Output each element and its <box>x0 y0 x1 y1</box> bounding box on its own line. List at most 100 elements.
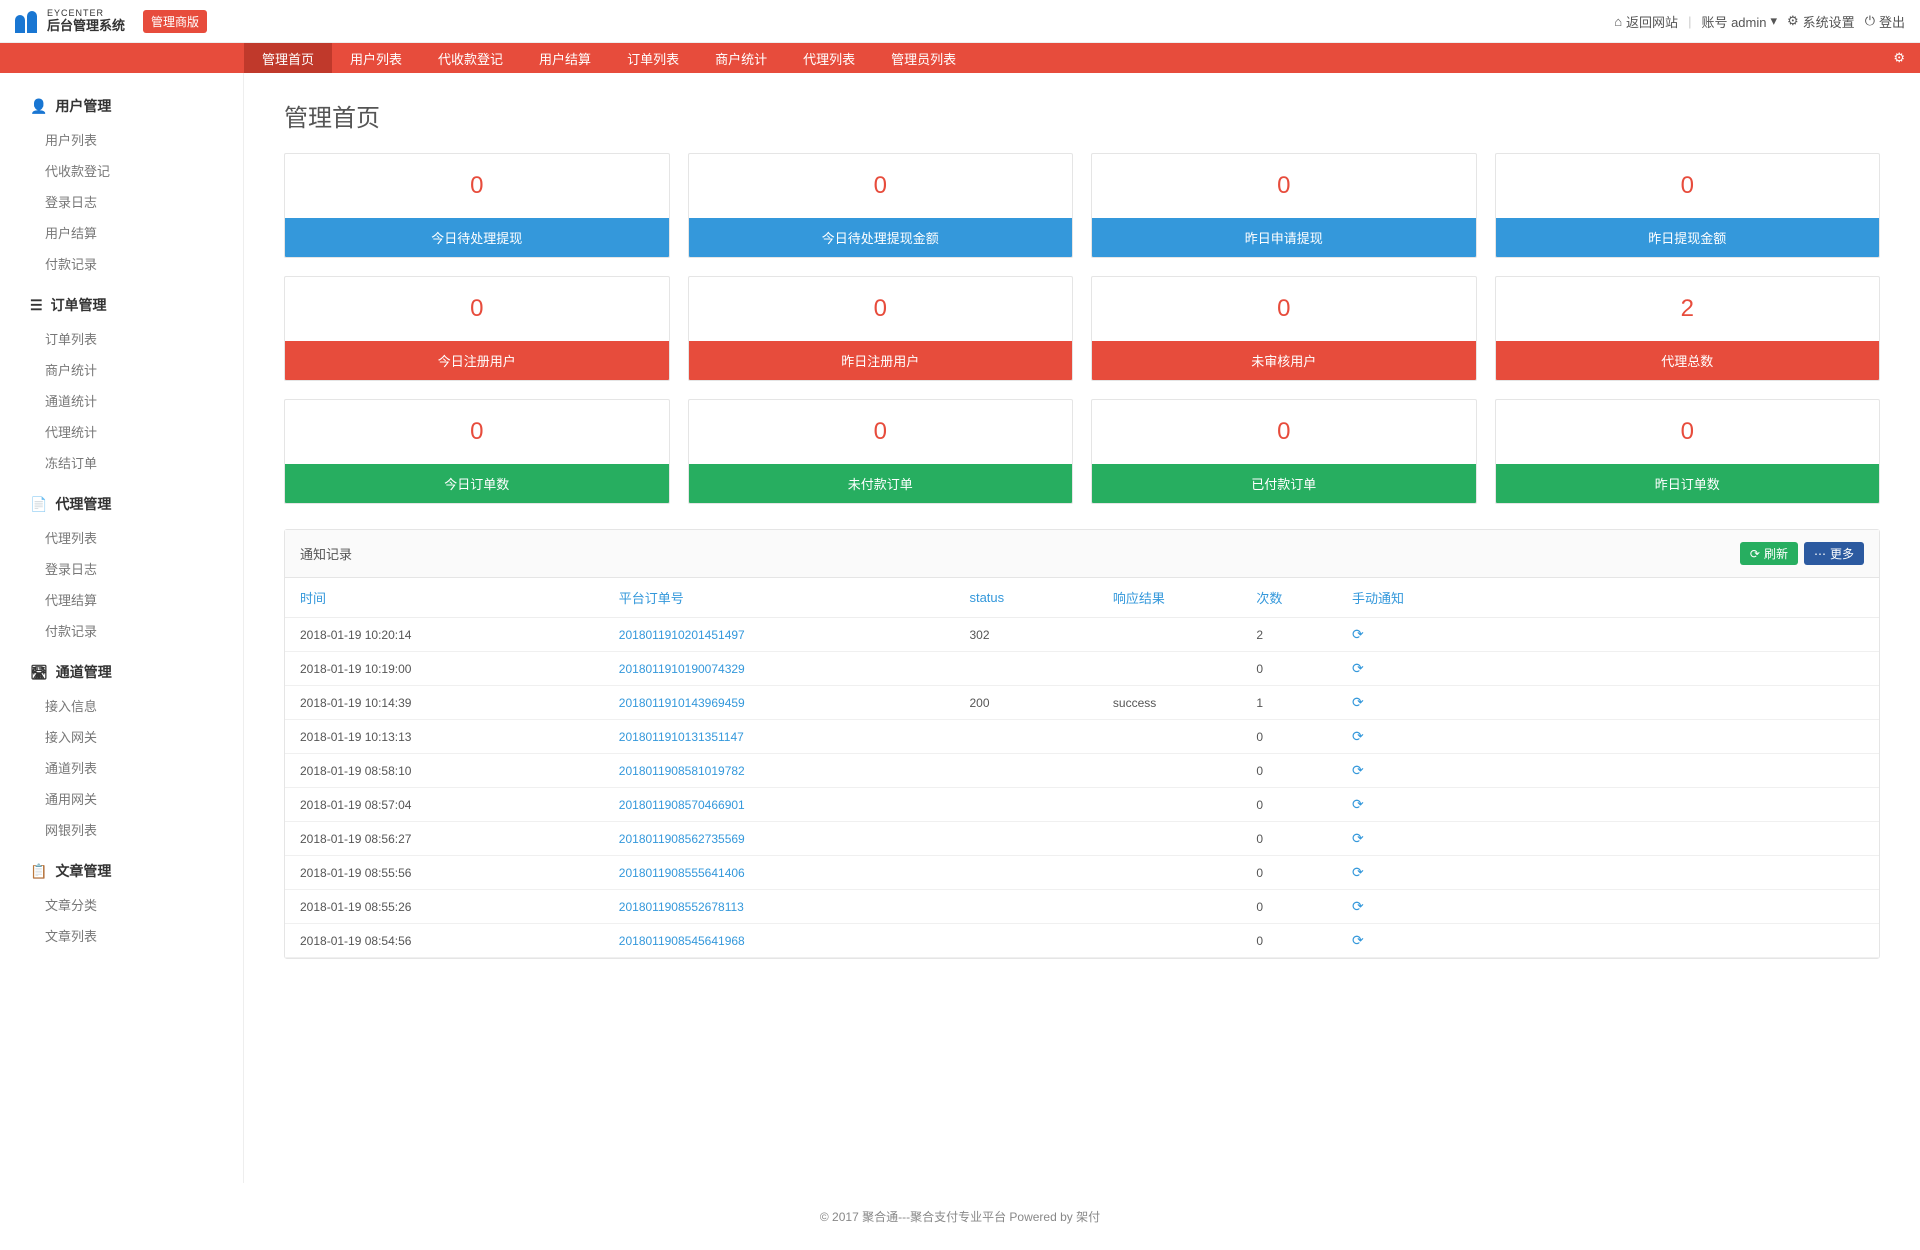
stat-label: 未审核用户 <box>1092 341 1476 380</box>
sidebar-link[interactable]: 代收款登记 <box>0 155 243 186</box>
stat-label: 今日待处理提现 <box>285 218 669 257</box>
sidebar-link[interactable]: 商户统计 <box>0 354 243 385</box>
stat-card[interactable]: 0已付款订单 <box>1091 399 1477 504</box>
sidebar-link[interactable]: 登录日志 <box>0 553 243 584</box>
home-icon: ⌂ <box>1614 14 1622 29</box>
manual-notify-icon[interactable]: ⟳ <box>1352 626 1364 642</box>
sidebar-link[interactable]: 网银列表 <box>0 814 243 845</box>
stat-card[interactable]: 0未付款订单 <box>688 399 1074 504</box>
stat-value: 0 <box>285 400 669 464</box>
sidebar-link[interactable]: 冻结订单 <box>0 447 243 478</box>
sidebar-link[interactable]: 接入网关 <box>0 721 243 752</box>
sidebar-link[interactable]: 付款记录 <box>0 248 243 279</box>
manual-notify-icon[interactable]: ⟳ <box>1352 660 1364 676</box>
manual-notify-icon[interactable]: ⟳ <box>1352 898 1364 914</box>
manual-notify-icon[interactable]: ⟳ <box>1352 762 1364 778</box>
sidebar-link[interactable]: 代理统计 <box>0 416 243 447</box>
sidebar-link[interactable]: 代理列表 <box>0 522 243 553</box>
sidebar-link[interactable]: 订单列表 <box>0 323 243 354</box>
page-title: 管理首页 <box>284 98 1880 133</box>
table-row: 2018-01-19 10:14:39201801191014396945920… <box>285 686 1879 720</box>
table-header[interactable]: 响应结果 <box>1098 578 1241 618</box>
notify-table: 时间平台订单号status响应结果次数手动通知 2018-01-19 10:20… <box>285 578 1879 958</box>
stat-card[interactable]: 0今日待处理提现 <box>284 153 670 258</box>
section-icon: ☰ <box>30 297 43 314</box>
stat-label: 已付款订单 <box>1092 464 1476 503</box>
manual-notify-icon[interactable]: ⟳ <box>1352 864 1364 880</box>
table-header[interactable]: 手动通知 <box>1337 578 1879 618</box>
sidebar-link[interactable]: 用户结算 <box>0 217 243 248</box>
sidebar-section-title: 📄代理管理 <box>0 486 243 522</box>
stat-card[interactable]: 0昨日注册用户 <box>688 276 1074 381</box>
stat-card[interactable]: 0未审核用户 <box>1091 276 1477 381</box>
logo-text: EYCENTER 后台管理系统 <box>47 9 125 33</box>
sidebar-link[interactable]: 登录日志 <box>0 186 243 217</box>
table-row: 2018-01-19 10:19:0020180119101900743290⟳ <box>285 652 1879 686</box>
sidebar-link[interactable]: 文章分类 <box>0 889 243 920</box>
manual-notify-icon[interactable]: ⟳ <box>1352 796 1364 812</box>
refresh-button[interactable]: ⟳刷新 <box>1740 542 1798 565</box>
power-icon: ⏻ <box>1865 13 1875 29</box>
stat-value: 0 <box>689 277 1073 341</box>
top-right-menu: ⌂返回网站 | 账号 admin ▾ ⚙系统设置 ⏻登出 <box>1614 12 1905 31</box>
stat-label: 昨日提现金额 <box>1496 218 1880 257</box>
settings-link[interactable]: ⚙系统设置 <box>1787 12 1855 31</box>
logo[interactable]: EYCENTER 后台管理系统 管理商版 <box>15 9 207 33</box>
table-row: 2018-01-19 10:13:1320180119101313511470⟳ <box>285 720 1879 754</box>
header-badge: 管理商版 <box>143 10 207 33</box>
panel-header: 通知记录 ⟳刷新 ⋯更多 <box>285 530 1879 578</box>
nav-item-5[interactable]: 商户统计 <box>697 43 785 73</box>
sidebar-link[interactable]: 通用网关 <box>0 783 243 814</box>
sidebar-link[interactable]: 付款记录 <box>0 615 243 646</box>
section-icon: 👤 <box>30 98 47 115</box>
table-row: 2018-01-19 08:55:2620180119085526781130⟳ <box>285 890 1879 924</box>
nav-item-2[interactable]: 代收款登记 <box>420 43 521 73</box>
sidebar-section-title: ☰订单管理 <box>0 287 243 323</box>
stat-label: 未付款订单 <box>689 464 1073 503</box>
nav-item-3[interactable]: 用户结算 <box>521 43 609 73</box>
sidebar-link[interactable]: 通道统计 <box>0 385 243 416</box>
nav-item-0[interactable]: 管理首页 <box>244 43 332 73</box>
stat-card[interactable]: 0今日订单数 <box>284 399 670 504</box>
caret-down-icon: ▾ <box>1770 13 1777 29</box>
stat-card[interactable]: 0今日待处理提现金额 <box>688 153 1074 258</box>
sidebar-link[interactable]: 用户列表 <box>0 124 243 155</box>
nav-item-4[interactable]: 订单列表 <box>609 43 697 73</box>
manual-notify-icon[interactable]: ⟳ <box>1352 694 1364 710</box>
logo-icon <box>15 9 39 33</box>
manual-notify-icon[interactable]: ⟳ <box>1352 728 1364 744</box>
stat-card[interactable]: 0昨日提现金额 <box>1495 153 1881 258</box>
stat-card[interactable]: 0今日注册用户 <box>284 276 670 381</box>
nav-item-7[interactable]: 管理员列表 <box>873 43 974 73</box>
stat-label: 今日注册用户 <box>285 341 669 380</box>
sidebar-link[interactable]: 文章列表 <box>0 920 243 951</box>
main-content: 管理首页 0今日待处理提现0今日待处理提现金额0昨日申请提现0昨日提现金额0今日… <box>244 73 1920 1183</box>
logout-link[interactable]: ⏻登出 <box>1865 12 1905 31</box>
nav-item-1[interactable]: 用户列表 <box>332 43 420 73</box>
nav-settings-icon[interactable]: ⚙ <box>1878 43 1920 73</box>
stat-value: 0 <box>285 154 669 218</box>
sidebar-link[interactable]: 通道列表 <box>0 752 243 783</box>
nav-bar: 管理首页用户列表代收款登记用户结算订单列表商户统计代理列表管理员列表 ⚙ <box>0 43 1920 73</box>
account-dropdown[interactable]: 账号 admin ▾ <box>1701 12 1777 31</box>
stat-label: 昨日注册用户 <box>689 341 1073 380</box>
stat-card[interactable]: 0昨日订单数 <box>1495 399 1881 504</box>
back-site-link[interactable]: ⌂返回网站 <box>1614 12 1678 31</box>
table-header[interactable]: status <box>954 578 1097 618</box>
stat-card[interactable]: 0昨日申请提现 <box>1091 153 1477 258</box>
table-row: 2018-01-19 10:20:14201801191020145149730… <box>285 618 1879 652</box>
stat-card[interactable]: 2代理总数 <box>1495 276 1881 381</box>
nav-item-6[interactable]: 代理列表 <box>785 43 873 73</box>
more-button[interactable]: ⋯更多 <box>1804 542 1864 565</box>
stat-value: 0 <box>1092 154 1476 218</box>
sidebar-link[interactable]: 代理结算 <box>0 584 243 615</box>
manual-notify-icon[interactable]: ⟳ <box>1352 932 1364 948</box>
stat-value: 0 <box>1496 154 1880 218</box>
stat-value: 0 <box>1496 400 1880 464</box>
table-header[interactable]: 时间 <box>285 578 604 618</box>
table-row: 2018-01-19 08:55:5620180119085556414060⟳ <box>285 856 1879 890</box>
manual-notify-icon[interactable]: ⟳ <box>1352 830 1364 846</box>
sidebar-link[interactable]: 接入信息 <box>0 690 243 721</box>
table-header[interactable]: 平台订单号 <box>604 578 955 618</box>
table-header[interactable]: 次数 <box>1241 578 1337 618</box>
